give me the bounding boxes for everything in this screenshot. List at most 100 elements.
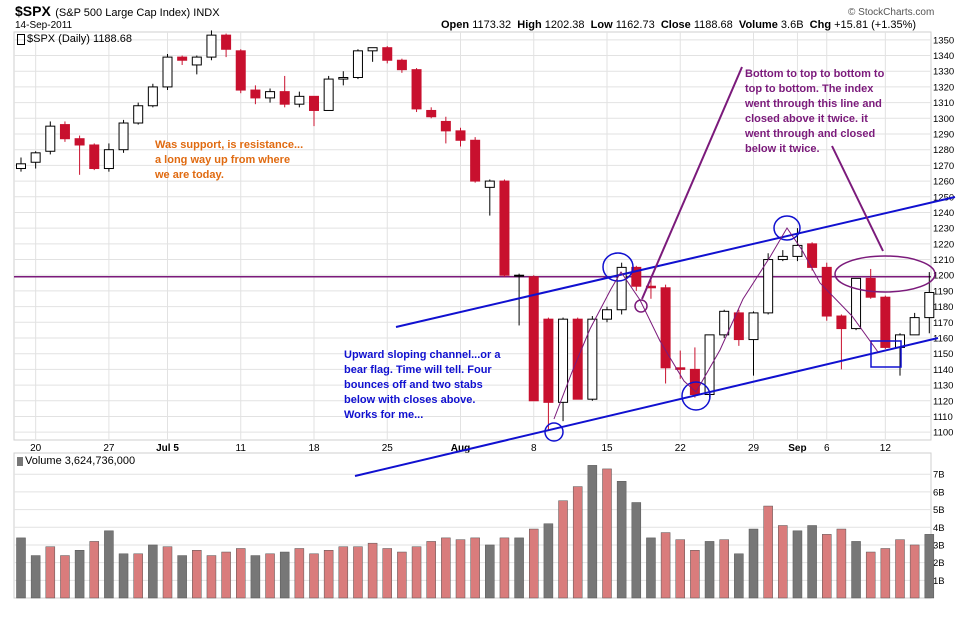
symbol-name: (S&P 500 Large Cap Index) INDX [55,7,220,19]
price-tick-label: 1160 [933,334,953,345]
bounce-circle-4 [773,215,801,241]
pivot-ellipse [834,255,936,293]
candle [206,30,217,61]
candle [279,75,290,108]
candle [660,284,671,384]
pointer-line-1 [641,66,743,300]
volume-bar [89,541,99,599]
price-tick-label: 1180 [933,302,953,313]
volume-bar [704,541,715,599]
volume-bar [206,555,217,599]
volume-bar [880,548,891,599]
candle-body [59,124,70,140]
candle-body [265,91,276,99]
volume-bar [60,555,70,599]
price-tick-label: 1170 [933,318,953,329]
price-tick-label: 1300 [933,114,954,125]
candle [103,143,114,172]
volume-bar [426,541,436,599]
candle-body [748,312,759,341]
price-tick-label: 1140 [933,365,953,376]
price-tick-label: 1200 [933,271,954,282]
candle-body [514,274,525,277]
price-tick-label: 1310 [933,98,954,109]
volume-bar [367,542,378,599]
candle-body [382,47,393,61]
volume-bar [16,537,26,599]
candle-body [924,291,935,319]
candle-body [777,255,788,261]
swing-annotation [553,66,936,420]
date-tick-label: 27 [103,443,115,454]
candle [704,334,715,398]
date-tick-label: 11 [236,443,247,454]
volume-bar [602,468,612,599]
candle [528,275,539,402]
candle-body [675,367,686,370]
volume-bar [514,537,524,599]
price-tick-label: 1230 [933,224,954,235]
volume-bar [499,537,510,599]
price-tick-label: 1280 [933,145,954,156]
bounce-circle-1 [544,422,564,442]
candle [265,88,276,103]
volume-bar [162,546,173,599]
volume-bar [690,550,700,599]
candle [191,55,202,75]
price-tick-label: 1250 [933,192,954,203]
volume-tick-label: 7B [933,470,945,481]
candle [484,179,495,216]
candle [587,316,598,401]
channel-annotation [354,196,956,477]
symbol: $SPX [15,3,51,19]
volume-bar [836,528,847,599]
date-tick-label: 22 [675,443,687,454]
candle-body [426,109,437,118]
candle-body [74,138,85,146]
volume-tick-label: 3B [933,540,945,551]
candle [719,309,730,338]
volume-bar [587,465,598,599]
legend-volume-icon [17,456,23,466]
candle [558,317,569,422]
candle-body [543,318,554,403]
volume-bar [865,551,876,599]
price-tick-label: 1120 [933,396,953,407]
candle [733,309,744,346]
candle-body [103,149,114,170]
chart-date: 14-Sep-2011 [15,20,73,31]
candle-body [484,180,495,188]
candle [59,121,70,142]
volume-bar [822,534,832,599]
candle-body [851,277,862,330]
candle [294,91,305,108]
candle [880,295,891,349]
channel-lower-line [354,337,939,477]
candle-body [440,120,451,132]
candle-body [631,266,642,287]
price-tick-label: 1150 [933,349,953,360]
candle [323,75,334,111]
volume-legend: Volume 3,624,736,000 [17,455,135,467]
volume-bar [250,555,261,599]
candle [16,157,26,172]
price-legend-text: $SPX (Daily) 1188.68 [27,33,132,45]
pivot-circle-small [634,299,648,313]
ohlc-summary: Open 1173.32 High 1202.38 Low 1162.73 Cl… [441,19,916,31]
volume-bar [441,537,451,599]
candle [309,95,319,127]
volume-bar [558,500,568,599]
volume-bar [411,546,422,599]
candle-body [470,139,481,182]
candle-body [279,91,290,105]
candle-body [587,318,598,400]
candle-body [338,77,349,80]
volume-bar [30,555,41,599]
candle-body [309,95,319,111]
candle-body [411,69,422,110]
symbol-title: $SPX (S&P 500 Large Cap Index) INDX [15,3,220,21]
price-tick-label: 1270 [933,161,954,172]
candle [602,306,612,323]
volume-bar [807,525,817,599]
price-tick-label: 1340 [933,51,954,62]
